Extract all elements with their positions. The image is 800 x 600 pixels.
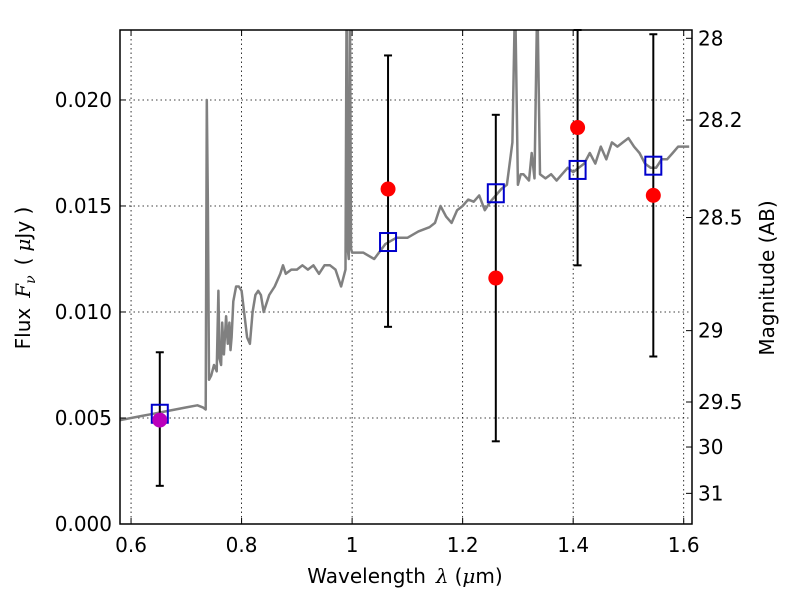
y-tick-label: 0.005 [55, 406, 112, 430]
marker-layer [150, 29, 663, 487]
observed-point [152, 412, 168, 428]
observed-point [645, 187, 661, 203]
plot-frame [119, 29, 693, 525]
x-tick-label: 1.2 [447, 533, 479, 557]
observed-point [488, 270, 504, 286]
y2-axis: 28 28.2 28.5 29 29.5 30 31 [686, 26, 743, 505]
y-tick-label: 0.010 [55, 300, 112, 324]
y-axis-label: FluxFν(μJy ) [11, 207, 39, 350]
y2-tick-label: 29 [698, 319, 723, 343]
y2-tick-label: 28 [698, 26, 723, 50]
y2-tick-label: 29.5 [698, 390, 743, 414]
y2-tick-label: 30 [698, 435, 723, 459]
x-tick-label: 0.6 [115, 533, 147, 557]
y2-tick-label: 28.2 [698, 108, 743, 132]
y2-tick-label: 28.5 [698, 206, 743, 230]
y-tick-label: 0.000 [55, 512, 112, 536]
x-tick-label: 1 [346, 533, 359, 557]
x-tick-label: 1.4 [557, 533, 589, 557]
x-tick-label: 1.6 [668, 533, 700, 557]
x-axis-label: Wavelength λ (μm) [307, 564, 502, 588]
series-layer [120, 30, 690, 422]
y2-tick-label: 31 [698, 481, 723, 505]
y-axis: 0.000 0.005 0.010 0.015 0.020 [55, 88, 126, 536]
spectrum-line [120, 30, 690, 422]
model-square-point [486, 183, 505, 204]
x-axis: 0.6 0.8 1 1.2 1.4 1.6 [115, 30, 700, 557]
model-square-point [644, 155, 663, 176]
model-square-point [379, 232, 398, 253]
x-tick-label: 0.8 [226, 533, 258, 557]
y-tick-label: 0.020 [55, 88, 112, 112]
observed-point [380, 181, 396, 197]
observed-point [570, 120, 586, 136]
y-tick-label: 0.015 [55, 194, 112, 218]
y2-axis-label: Magnitude (AB) [755, 200, 779, 355]
model-square-point [568, 159, 587, 180]
plot-area [120, 30, 692, 524]
